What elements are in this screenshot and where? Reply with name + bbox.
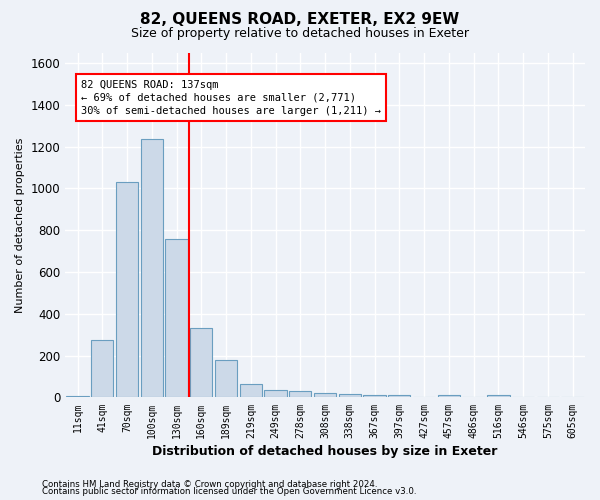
Bar (314, 394, 336, 398)
Y-axis label: Number of detached properties: Number of detached properties (15, 138, 25, 312)
Bar (215, 360, 237, 398)
Bar (239, 384, 262, 398)
Bar (438, 396, 460, 398)
Bar (67, 396, 89, 398)
Bar (265, 390, 287, 398)
Bar (289, 391, 311, 398)
Bar (140, 140, 163, 398)
Bar (487, 396, 509, 398)
Bar (91, 340, 113, 398)
Text: Size of property relative to detached houses in Exeter: Size of property relative to detached ho… (131, 28, 469, 40)
X-axis label: Distribution of detached houses by size in Exeter: Distribution of detached houses by size … (152, 444, 498, 458)
Text: 82, QUEENS ROAD, EXETER, EX2 9EW: 82, QUEENS ROAD, EXETER, EX2 9EW (140, 12, 460, 28)
Bar (190, 328, 212, 398)
Bar (364, 396, 386, 398)
Bar (388, 396, 410, 398)
Bar (338, 394, 361, 398)
Bar (166, 238, 188, 398)
Text: Contains public sector information licensed under the Open Government Licence v3: Contains public sector information licen… (42, 487, 416, 496)
Text: Contains HM Land Registry data © Crown copyright and database right 2024.: Contains HM Land Registry data © Crown c… (42, 480, 377, 489)
Text: 82 QUEENS ROAD: 137sqm
← 69% of detached houses are smaller (2,771)
30% of semi-: 82 QUEENS ROAD: 137sqm ← 69% of detached… (81, 80, 381, 116)
Bar (116, 182, 138, 398)
